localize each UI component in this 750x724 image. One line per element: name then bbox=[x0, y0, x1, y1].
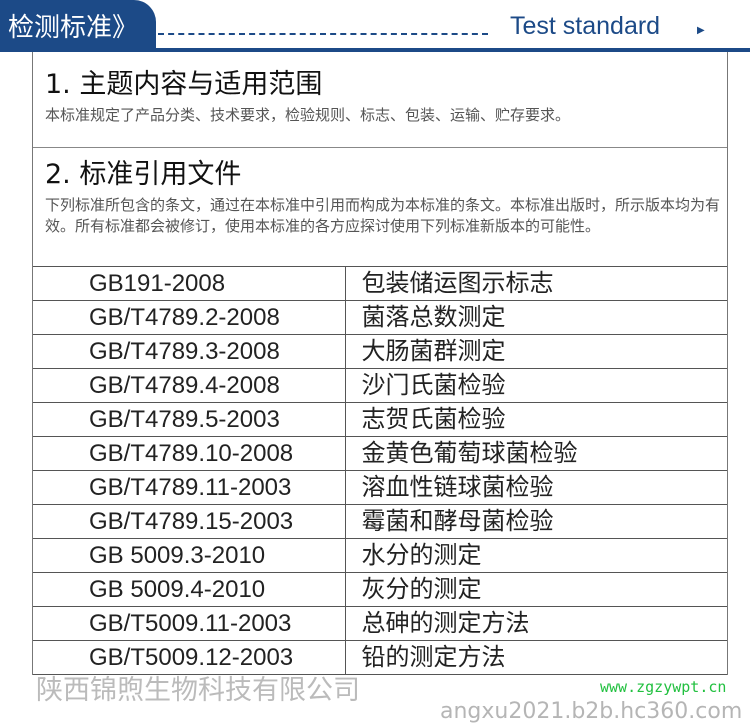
section-scope: 1. 主题内容与适用范围 本标准规定了产品分类、技术要求，检验规则、标志、包装、… bbox=[45, 62, 725, 126]
standard-code: GB 5009.4-2010 bbox=[33, 572, 346, 607]
standard-name: 溶血性链球菌检验 bbox=[344, 470, 727, 505]
header-tab-title: 检测标准》 bbox=[0, 0, 156, 50]
table-row: GB/T5009.12-2003 铅的测定方法 bbox=[33, 640, 727, 675]
table-row: GB 5009.4-2010 灰分的测定 bbox=[33, 572, 727, 607]
standards-table: GB191-2008 包装储运图示标志 GB/T4789.2-2008 菌落总数测定 G… bbox=[33, 266, 727, 675]
standard-name: 金黄色葡萄球菌检验 bbox=[344, 436, 727, 471]
dashed-divider bbox=[158, 33, 488, 35]
section-header: 检测标准》 Test standard ▶ bbox=[0, 0, 750, 52]
header-english-title: Test standard bbox=[510, 12, 661, 40]
table-row: GB191-2008 包装储运图示标志 bbox=[33, 266, 727, 301]
section-references: 2. 标准引用文件 下列标准所包含的条文，通过在本标准中引用而构成为本标准的条文… bbox=[45, 152, 725, 237]
table-row: GB/T4789.4-2008 沙门氏菌检验 bbox=[33, 368, 727, 403]
header-rule bbox=[0, 48, 750, 52]
section-heading: 1. 主题内容与适用范围 bbox=[45, 69, 323, 100]
standard-name: 水分的测定 bbox=[344, 538, 727, 573]
triangle-right-icon: ▶ bbox=[697, 25, 705, 36]
table-row: GB/T4789.5-2003 志贺氏菌检验 bbox=[33, 402, 727, 437]
watermark-site: www.zgzywpt.cn bbox=[600, 678, 727, 696]
standard-code: GB/T4789.5-2003 bbox=[33, 402, 346, 437]
divider bbox=[33, 147, 727, 148]
standard-name: 铅的测定方法 bbox=[344, 640, 727, 675]
watermark-url: angxu2021.b2b.hc360.com bbox=[440, 699, 743, 724]
standard-code: GB191-2008 bbox=[33, 266, 346, 301]
section-heading: 2. 标准引用文件 bbox=[45, 159, 242, 190]
standard-name: 霉菌和酵母菌检验 bbox=[344, 504, 727, 539]
standard-code: GB/T4789.2-2008 bbox=[33, 300, 346, 335]
table-row: GB/T4789.2-2008 菌落总数测定 bbox=[33, 300, 727, 335]
standard-code: GB/T4789.11-2003 bbox=[33, 470, 346, 505]
section-text: 本标准规定了产品分类、技术要求，检验规则、标志、包装、运输、贮存要求。 bbox=[45, 106, 571, 124]
standard-name: 沙门氏菌检验 bbox=[344, 368, 727, 403]
watermark-company: 陕西锦煦生物科技有限公司 bbox=[36, 675, 360, 706]
table-row: GB/T4789.11-2003 溶血性链球菌检验 bbox=[33, 470, 727, 505]
standard-name: 包装储运图示标志 bbox=[344, 266, 727, 301]
standard-name: 菌落总数测定 bbox=[344, 300, 727, 335]
standard-code: GB/T4789.10-2008 bbox=[33, 436, 346, 471]
standard-name: 志贺氏菌检验 bbox=[344, 402, 727, 437]
table-row: GB/T4789.10-2008 金黄色葡萄球菌检验 bbox=[33, 436, 727, 471]
table-row: GB/T4789.15-2003 霉菌和酵母菌检验 bbox=[33, 504, 727, 539]
standard-code: GB/T4789.3-2008 bbox=[33, 334, 346, 369]
standard-code: GB/T5009.12-2003 bbox=[33, 640, 346, 675]
standard-name: 灰分的测定 bbox=[344, 572, 727, 607]
standard-code: GB 5009.3-2010 bbox=[33, 538, 346, 573]
standard-code: GB/T4789.4-2008 bbox=[33, 368, 346, 403]
table-row: GB 5009.3-2010 水分的测定 bbox=[33, 538, 727, 573]
standard-name: 总砷的测定方法 bbox=[344, 606, 727, 641]
standard-code: GB/T4789.15-2003 bbox=[33, 504, 346, 539]
section-text: 下列标准所包含的条文，通过在本标准中引用而构成为本标准的条文。本标准出版时，所示… bbox=[45, 196, 721, 235]
content-box: 1. 主题内容与适用范围 本标准规定了产品分类、技术要求，检验规则、标志、包装、… bbox=[32, 52, 728, 675]
standard-name: 大肠菌群测定 bbox=[344, 334, 727, 369]
table-row: GB/T5009.11-2003 总砷的测定方法 bbox=[33, 606, 727, 641]
standard-code: GB/T5009.11-2003 bbox=[33, 606, 346, 641]
table-row: GB/T4789.3-2008 大肠菌群测定 bbox=[33, 334, 727, 369]
